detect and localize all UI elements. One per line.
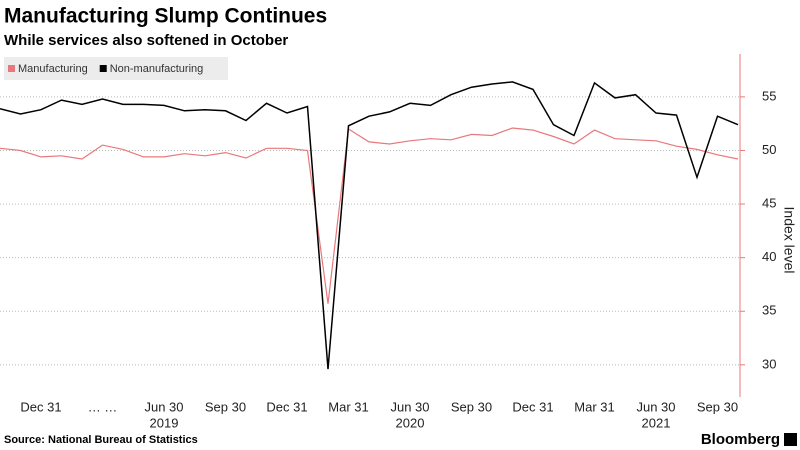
year-label: 2019: [150, 415, 179, 430]
x-tick-label: … …: [88, 399, 118, 414]
chart-subtitle: While services also softened in October: [4, 32, 288, 49]
legend-swatch: [99, 65, 107, 72]
x-tick-label: Mar 31: [328, 399, 368, 414]
year-label: 2021: [642, 415, 671, 430]
x-tick-label: Sep 30: [451, 399, 492, 414]
y-tick-label: 45: [762, 196, 776, 211]
x-tick-label: Jun 30: [390, 399, 429, 414]
brand: Bloomberg: [701, 431, 780, 448]
x-tick-label: Jun 30: [144, 399, 183, 414]
x-tick-label: Dec 31: [512, 399, 553, 414]
source: Source: National Bureau of Statistics: [4, 434, 198, 446]
y-tick-label: 50: [762, 142, 776, 157]
year-label: 2020: [396, 415, 425, 430]
y-tick-label: 40: [762, 249, 776, 264]
brand-icon: [784, 433, 797, 446]
x-tick-label: Jun 30: [636, 399, 675, 414]
chart-title: Manufacturing Slump Continues: [4, 5, 327, 28]
y-axis-label: Index level: [781, 207, 797, 274]
legend-swatch: [8, 65, 15, 72]
legend-label: Non-manufacturing: [110, 63, 204, 75]
x-tick-label: Mar 31: [574, 399, 614, 414]
x-tick-label: Dec 31: [20, 399, 61, 414]
x-tick-label: Sep 30: [697, 399, 738, 414]
y-tick-label: 35: [762, 303, 776, 318]
legend-label: Manufacturing: [18, 63, 88, 75]
x-tick-label: Dec 31: [266, 399, 307, 414]
y-tick-label: 30: [762, 356, 776, 371]
series-line: [0, 127, 739, 304]
series-line: [0, 81, 739, 370]
x-tick-label: Sep 30: [205, 399, 246, 414]
legend-box: [4, 57, 228, 80]
y-tick-label: 55: [762, 88, 776, 103]
